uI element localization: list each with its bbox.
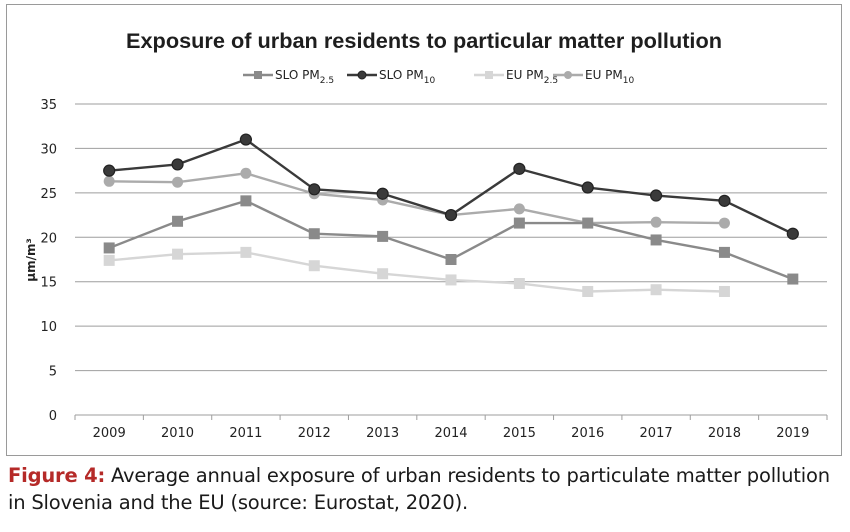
legend-marker xyxy=(254,71,262,79)
data-point xyxy=(239,133,253,146)
data-point xyxy=(308,260,320,272)
legend-label: SLO PM10 xyxy=(379,68,435,86)
chart-title: Exposure of urban residents to particula… xyxy=(126,30,722,53)
x-tick-label: 2010 xyxy=(161,426,194,441)
legend-marker xyxy=(357,70,367,80)
data-point xyxy=(172,215,184,227)
data-point xyxy=(718,246,730,258)
y-tick-label: 30 xyxy=(40,142,57,157)
data-point xyxy=(513,217,525,229)
data-point xyxy=(582,285,594,297)
figure-frame: Exposure of urban residents to particula… xyxy=(6,4,842,456)
data-point xyxy=(444,208,458,222)
data-point xyxy=(171,158,184,171)
data-point xyxy=(650,284,662,296)
data-point xyxy=(103,175,115,187)
data-point xyxy=(581,181,594,194)
y-tick-label: 20 xyxy=(40,231,57,246)
data-point xyxy=(377,268,389,280)
data-point xyxy=(377,230,389,242)
data-point xyxy=(240,195,252,207)
data-point xyxy=(787,273,799,285)
data-point xyxy=(240,246,252,258)
y-tick-label: 35 xyxy=(40,98,57,113)
data-point xyxy=(649,189,663,202)
x-tick-label: 2009 xyxy=(93,426,126,441)
line-chart: Exposure of urban residents to particula… xyxy=(24,30,828,441)
legend-label: SLO PM2.5 xyxy=(275,68,334,86)
data-point xyxy=(650,234,662,246)
x-tick-label: 2016 xyxy=(571,426,604,441)
legend-marker xyxy=(485,71,493,79)
data-point xyxy=(103,242,115,254)
x-tick-label: 2011 xyxy=(229,426,262,441)
y-tick-label: 25 xyxy=(40,187,57,202)
data-point xyxy=(513,162,526,175)
x-tick-label: 2017 xyxy=(640,426,673,441)
data-point xyxy=(103,164,116,177)
series-line xyxy=(109,172,725,225)
legend-label: EU PM10 xyxy=(585,68,635,86)
data-point xyxy=(513,277,525,289)
x-tick-label: 2014 xyxy=(434,426,467,441)
data-point xyxy=(103,254,115,266)
x-tick-label: 2019 xyxy=(776,426,809,441)
data-point xyxy=(513,203,525,215)
data-point xyxy=(650,216,662,228)
x-tick-label: 2012 xyxy=(298,426,331,441)
y-tick-label: 5 xyxy=(49,365,57,380)
figure-caption: Figure 4: Average annual exposure of urb… xyxy=(8,462,844,516)
series-line xyxy=(109,251,725,293)
caption-text: Average annual exposure of urban residen… xyxy=(8,464,830,514)
data-point xyxy=(582,217,594,229)
data-point xyxy=(718,194,731,207)
legend-label: EU PM2.5 xyxy=(506,68,558,86)
y-tick-label: 10 xyxy=(40,320,57,335)
data-point xyxy=(172,248,184,260)
data-point xyxy=(718,217,730,229)
data-point xyxy=(308,228,320,240)
data-point xyxy=(445,254,457,265)
x-tick-label: 2018 xyxy=(708,426,741,441)
legend-marker xyxy=(564,71,572,79)
y-tick-label: 0 xyxy=(49,409,57,424)
data-point xyxy=(445,274,457,286)
data-point xyxy=(718,285,730,297)
x-tick-label: 2013 xyxy=(366,426,399,441)
y-tick-label: 15 xyxy=(40,276,57,291)
x-tick-label: 2015 xyxy=(503,426,536,441)
data-point xyxy=(786,227,799,240)
y-axis-label: µm/m³ xyxy=(24,238,38,281)
data-point xyxy=(172,176,184,188)
data-point xyxy=(308,183,321,196)
data-point xyxy=(376,187,389,200)
data-point xyxy=(240,167,252,179)
caption-label: Figure 4: xyxy=(8,464,106,487)
